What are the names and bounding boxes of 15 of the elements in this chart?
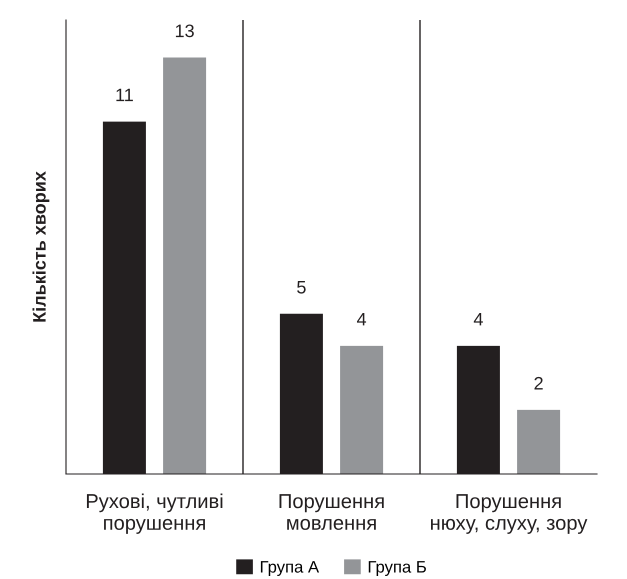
- data-label: 4: [356, 313, 366, 326]
- y-axis-title: Кількість хворих: [32, 171, 50, 322]
- x-tick-label: Порушення нюху, слуху, зору: [431, 494, 588, 534]
- x-tick-label: Порушення мовлення: [280, 494, 384, 530]
- legend-label: Група А: [260, 561, 320, 576]
- data-label: 5: [297, 280, 306, 294]
- bar: [163, 57, 206, 474]
- data-label: 13: [176, 24, 194, 38]
- bar: [340, 346, 384, 474]
- legend-label: Група Б: [368, 561, 426, 576]
- bar: [517, 410, 560, 474]
- data-label: 11: [116, 88, 133, 102]
- x-tick-label: Рухові, чутливі порушення: [86, 493, 222, 534]
- data-label: 4: [474, 313, 483, 326]
- data-label: 2: [534, 376, 543, 390]
